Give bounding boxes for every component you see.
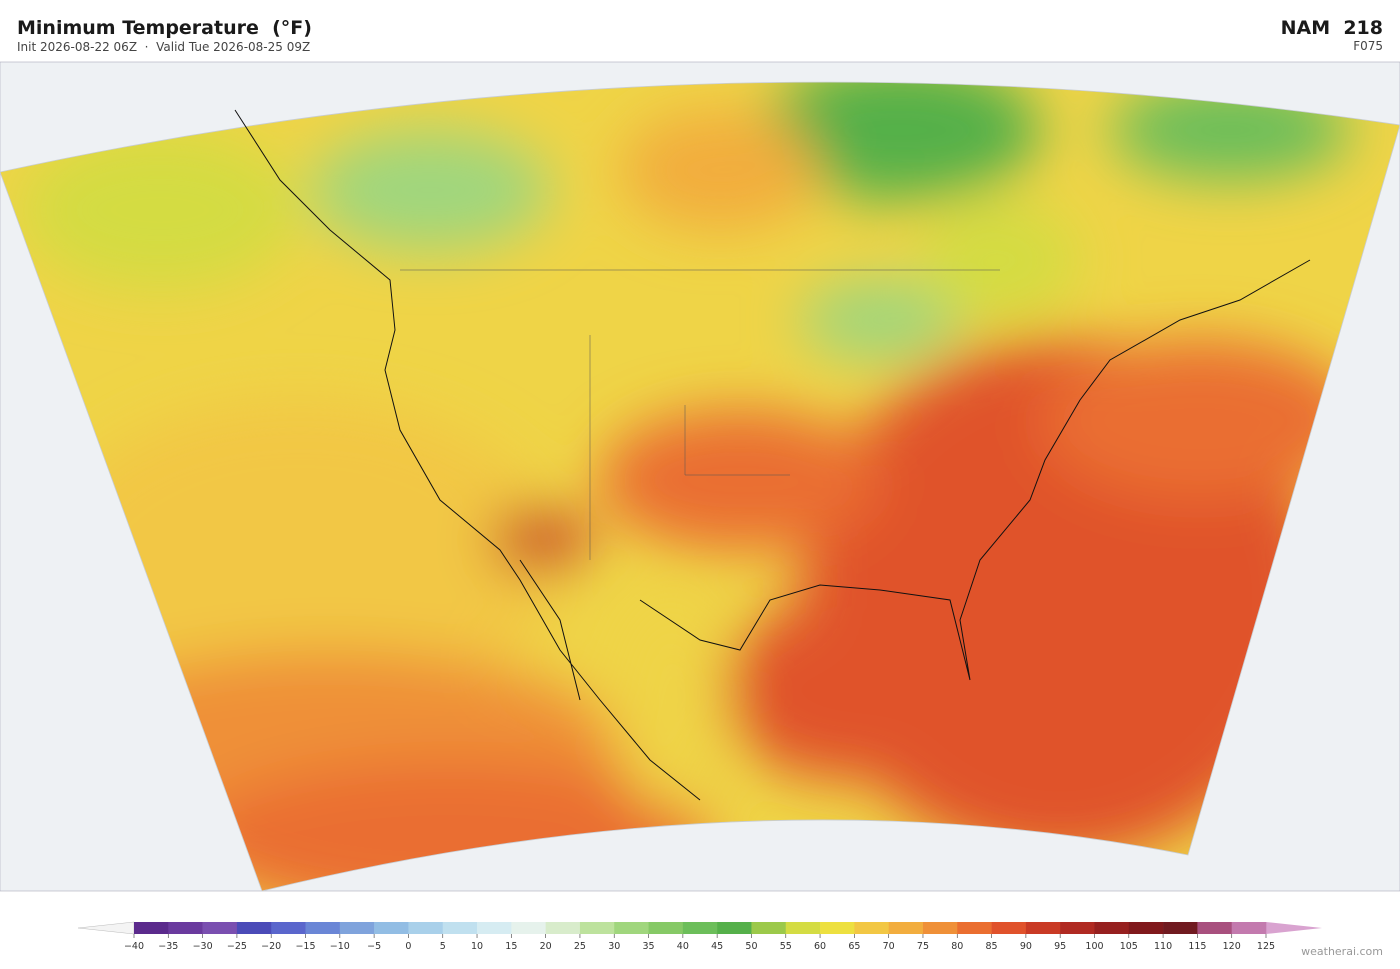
model-name: NAM 218 bbox=[1281, 17, 1383, 39]
colorbar-over bbox=[1266, 922, 1322, 934]
colorbar-bin bbox=[408, 922, 444, 934]
colorbar-bin bbox=[1025, 922, 1061, 934]
colorbar-bin bbox=[1163, 922, 1198, 934]
colorbar-bin bbox=[1094, 922, 1130, 934]
colorbar-under bbox=[77, 921, 135, 935]
colorbar-tick-label: −15 bbox=[295, 941, 315, 952]
map-title: Minimum Temperature (°F) bbox=[17, 17, 312, 39]
colorbar-bin bbox=[820, 922, 855, 934]
colorbar-bin bbox=[545, 922, 581, 934]
colorbar-bin bbox=[1231, 922, 1267, 934]
credit: weatherai.com bbox=[1301, 945, 1383, 958]
colorbar-tick-label: 90 bbox=[1020, 941, 1032, 952]
colorbar-tick-label: −40 bbox=[124, 941, 144, 952]
colorbar-bin bbox=[648, 922, 684, 934]
colorbar-tick-label: −30 bbox=[193, 941, 213, 952]
colorbar-tick-label: −5 bbox=[367, 941, 381, 952]
colorbar-tick-label: 35 bbox=[642, 941, 654, 952]
colorbar-bin bbox=[511, 922, 546, 934]
colorbar-tick-label: 125 bbox=[1257, 941, 1275, 952]
colorbar-bin bbox=[579, 922, 615, 934]
colorbar: −40 −35 −30 −25 −20 −15 −10 −5 0 5 10 15 20 25 30 35 40 4… bbox=[77, 921, 1322, 952]
colorbar-bin bbox=[1128, 922, 1164, 934]
colorbar-bin bbox=[236, 922, 272, 934]
colorbar-bin bbox=[614, 922, 649, 934]
colorbar-bin bbox=[339, 922, 375, 934]
colorbar-bin bbox=[785, 922, 821, 934]
colorbar-tick-label: 120 bbox=[1223, 941, 1241, 952]
colorbar-tick-label: 70 bbox=[883, 941, 895, 952]
borders bbox=[400, 269, 1000, 560]
colorbar-tick-label: 25 bbox=[574, 941, 586, 952]
domain-outline bbox=[0, 81, 1400, 892]
colorbar-bin bbox=[888, 922, 924, 934]
colorbar-tick-label: 55 bbox=[780, 941, 792, 952]
colorbar-bin bbox=[1197, 922, 1232, 934]
colorbar-bin bbox=[991, 922, 1027, 934]
colorbar-bin bbox=[168, 922, 203, 934]
colorbar-tick-label: 105 bbox=[1120, 941, 1138, 952]
colorbar-tick-label: 85 bbox=[986, 941, 998, 952]
colorbar-tick-label: 10 bbox=[471, 941, 483, 952]
colorbar-tick-label: −20 bbox=[261, 941, 281, 952]
coastline bbox=[234, 109, 1311, 801]
colorbar-bin bbox=[305, 922, 341, 934]
colorbar-tick-label: −25 bbox=[227, 941, 247, 952]
colorbar-tick-label: 110 bbox=[1154, 941, 1172, 952]
colorbar-tick-label: 100 bbox=[1085, 941, 1103, 952]
forecast-hour: F075 bbox=[1353, 39, 1383, 53]
colorbar-bin bbox=[442, 922, 478, 934]
colorbar-tick-label: 75 bbox=[917, 941, 929, 952]
colorbar-bin bbox=[922, 922, 958, 934]
colorbar-tick-label: 65 bbox=[848, 941, 860, 952]
colorbar-bin bbox=[134, 922, 169, 934]
colorbar-tick-label: 30 bbox=[608, 941, 620, 952]
colorbar-tick-label: 15 bbox=[505, 941, 517, 952]
colorbar-tick-label: 5 bbox=[440, 941, 446, 952]
colorbar-bin bbox=[854, 922, 889, 934]
colorbar-tick-label: 80 bbox=[951, 941, 963, 952]
colorbar-bin bbox=[717, 922, 752, 934]
colorbar-tick-label: −10 bbox=[330, 941, 350, 952]
colorbar-tick-label: 50 bbox=[745, 941, 757, 952]
colorbar-tick-label: 115 bbox=[1188, 941, 1206, 952]
colorbar-tick-label: 60 bbox=[814, 941, 826, 952]
run-info: Init 2026-08-22 06Z · Valid Tue 2026-08-… bbox=[17, 40, 310, 54]
colorbar-bin bbox=[202, 922, 238, 934]
colorbar-tick-label: 20 bbox=[540, 941, 552, 952]
colorbar-tick-label: 45 bbox=[711, 941, 723, 952]
map bbox=[0, 61, 1400, 892]
colorbar-bin bbox=[751, 922, 787, 934]
colorbar-tick-label: 95 bbox=[1054, 941, 1066, 952]
colorbar-bin bbox=[682, 922, 718, 934]
colorbar-tick-label: −35 bbox=[158, 941, 178, 952]
colorbar-tick-label: 40 bbox=[677, 941, 689, 952]
colorbar-bin bbox=[374, 922, 409, 934]
colorbar-bin bbox=[271, 922, 306, 934]
colorbar-bin bbox=[1060, 922, 1095, 934]
colorbar-bin bbox=[477, 922, 512, 934]
colorbar-tick-label: 0 bbox=[405, 941, 411, 952]
colorbar-bin bbox=[957, 922, 992, 934]
